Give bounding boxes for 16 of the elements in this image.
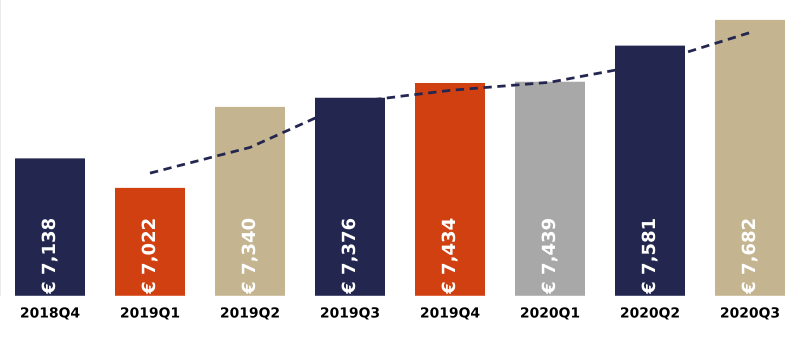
x-tick-label: 2019Q4 (421, 307, 480, 320)
x-tick-label: 2020Q2 (621, 307, 679, 320)
x-tick-label: 2019Q2 (221, 307, 279, 320)
x-tick-label: 2020Q1 (521, 307, 580, 320)
x-tick-label: 2019Q1 (121, 307, 180, 320)
x-tick-label: 2018Q4 (21, 307, 80, 320)
data-label: € 7,022 (142, 219, 158, 294)
data-label: € 7,138 (42, 218, 58, 294)
x-tick-label: 2019Q3 (321, 307, 379, 320)
data-label: € 7,682 (742, 219, 758, 294)
data-label: € 7,340 (242, 218, 258, 294)
data-label: € 7,376 (342, 218, 358, 294)
data-label: € 7,439 (542, 218, 558, 294)
x-tick-label: 2020Q3 (721, 307, 779, 320)
data-label: € 7,434 (442, 218, 458, 294)
data-label: € 7,581 (642, 219, 658, 294)
